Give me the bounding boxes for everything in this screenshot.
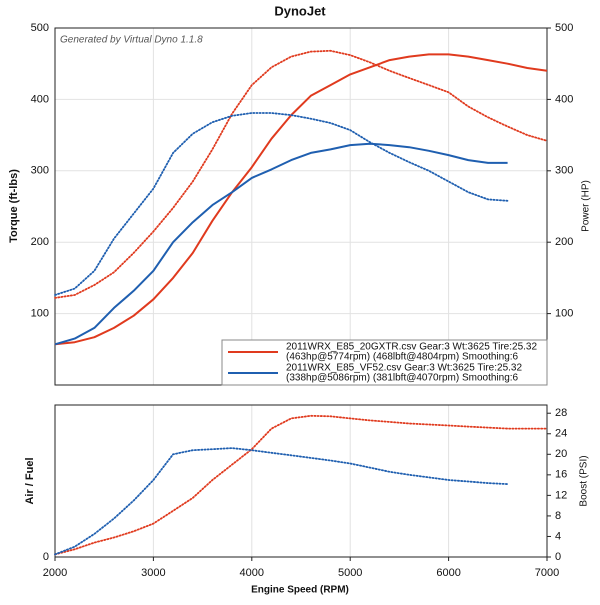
x-axis-label: Engine Speed (RPM) bbox=[251, 585, 349, 596]
plot-frame bbox=[54, 404, 548, 558]
legend-text: 2011WRX_E85_20GXTR.csv Gear:3 Wt:3625 Ti… bbox=[286, 342, 537, 353]
y-tick-label: 100 bbox=[31, 308, 49, 320]
x-tick-label: 6000 bbox=[436, 567, 460, 579]
series-line bbox=[54, 142, 508, 346]
legend-text: 2011WRX_E85_VF52.csv Gear:3 Wt:3625 Tire… bbox=[286, 363, 522, 374]
annotation: Generated by Virtual Dyno 1.1.8 bbox=[60, 35, 203, 46]
y-tick-label: 500 bbox=[31, 22, 49, 34]
y2-tick-label: 16 bbox=[555, 469, 567, 481]
series-line bbox=[54, 447, 509, 556]
y2-tick-label: 0 bbox=[555, 551, 561, 563]
x-tick-label: 5000 bbox=[338, 567, 362, 579]
y2-tick-label: 200 bbox=[555, 236, 573, 248]
y2-axis-label: Power (HP) bbox=[581, 180, 592, 232]
y-axis-label: Air / Fuel bbox=[24, 457, 36, 504]
plot-frame bbox=[54, 27, 548, 386]
series-line bbox=[54, 53, 548, 346]
y2-tick-label: 8 bbox=[555, 510, 561, 522]
y2-tick-label: 500 bbox=[555, 22, 573, 34]
legend-box bbox=[221, 339, 548, 386]
series-line bbox=[54, 112, 509, 296]
x-tick-label: 2000 bbox=[43, 567, 67, 579]
y-tick-label: 400 bbox=[31, 93, 49, 105]
y-tick-label: 200 bbox=[31, 236, 49, 248]
y2-tick-label: 12 bbox=[555, 489, 567, 501]
chart-title: DynoJet bbox=[274, 3, 326, 18]
y2-tick-label: 100 bbox=[555, 308, 573, 320]
x-tick-label: 7000 bbox=[535, 567, 559, 579]
x-tick-label: 3000 bbox=[141, 567, 165, 579]
y2-axis-label: Boost (PSI) bbox=[579, 455, 590, 506]
series-line bbox=[54, 414, 548, 556]
y2-tick-label: 24 bbox=[555, 428, 567, 440]
y2-tick-label: 28 bbox=[555, 407, 567, 419]
y2-tick-label: 20 bbox=[555, 448, 567, 460]
legend-text: (338hp@5086rpm) (381lbft@4070rpm) Smooth… bbox=[286, 373, 519, 384]
legend-text: (463hp@5774rpm) (468lbft@4804rpm) Smooth… bbox=[286, 352, 519, 363]
y2-tick-label: 400 bbox=[555, 93, 573, 105]
y-axis-label: Torque (ft-lbs) bbox=[8, 169, 20, 243]
y-tick-label: 300 bbox=[31, 165, 49, 177]
series-line bbox=[54, 49, 548, 299]
y2-tick-label: 300 bbox=[555, 165, 573, 177]
y-tick-label: 0 bbox=[43, 551, 49, 563]
x-tick-label: 4000 bbox=[240, 567, 264, 579]
y2-tick-label: 4 bbox=[555, 530, 561, 542]
